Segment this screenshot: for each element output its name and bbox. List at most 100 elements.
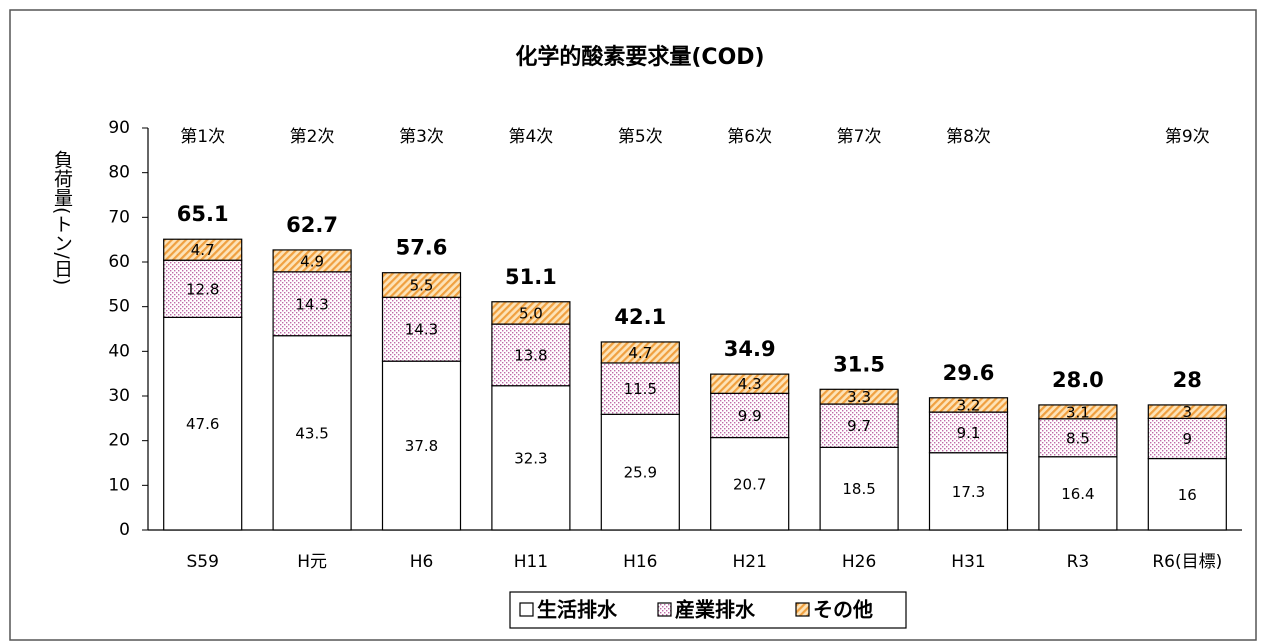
x-tick-label: H11 bbox=[514, 552, 548, 572]
legend-swatch bbox=[795, 602, 810, 617]
legend-swatch bbox=[657, 602, 672, 617]
segment-label: 12.8 bbox=[186, 280, 219, 298]
y-tick-label: 50 bbox=[108, 297, 130, 317]
segment-label: 3.1 bbox=[1066, 403, 1090, 421]
legend-label: その他 bbox=[813, 598, 873, 622]
total-label: 51.1 bbox=[505, 265, 557, 289]
total-label: 28.0 bbox=[1052, 368, 1104, 392]
segment-label: 25.9 bbox=[624, 464, 657, 482]
phase-label: 第4次 bbox=[508, 127, 553, 147]
total-label: 62.7 bbox=[286, 213, 338, 237]
bar-segment bbox=[491, 301, 571, 325]
x-tick-label: H26 bbox=[842, 552, 876, 572]
segment-label: 3.2 bbox=[957, 396, 981, 414]
bar-segment bbox=[272, 249, 352, 273]
segment-label: 20.7 bbox=[733, 475, 766, 493]
x-tick-label: H元 bbox=[297, 552, 327, 572]
total-label: 42.1 bbox=[614, 305, 666, 329]
total-label: 57.6 bbox=[396, 236, 448, 260]
bar-segment bbox=[1147, 404, 1227, 419]
segment-label: 5.5 bbox=[410, 277, 434, 295]
segment-label: 13.8 bbox=[514, 346, 547, 364]
segment-label: 4.7 bbox=[191, 241, 215, 259]
segment-label: 14.3 bbox=[295, 295, 328, 313]
y-tick-label: 80 bbox=[108, 163, 130, 183]
segment-label: 8.5 bbox=[1066, 429, 1090, 447]
segment-label: 9.9 bbox=[738, 407, 762, 425]
bar-segment bbox=[1147, 417, 1227, 460]
bar-segment bbox=[272, 335, 352, 531]
bar-segment bbox=[381, 272, 462, 298]
segment-label: 47.6 bbox=[186, 415, 219, 433]
bar-segment bbox=[928, 411, 1009, 454]
bar-segment bbox=[819, 446, 899, 531]
x-tick-label: H16 bbox=[623, 552, 657, 572]
legend-label: 産業排水 bbox=[675, 598, 756, 622]
y-tick-label: 40 bbox=[108, 341, 130, 361]
bar-segment bbox=[381, 296, 462, 362]
legend-label: 生活排水 bbox=[537, 598, 618, 622]
y-tick-label: 0 bbox=[119, 520, 130, 540]
legend-swatch bbox=[519, 602, 534, 617]
bar-segment bbox=[1038, 404, 1118, 420]
segment-label: 9 bbox=[1183, 430, 1193, 448]
segment-label: 9.7 bbox=[847, 417, 871, 435]
total-label: 29.6 bbox=[943, 361, 995, 385]
x-tick-label: H31 bbox=[951, 552, 985, 572]
segment-label: 18.5 bbox=[842, 480, 875, 498]
total-label: 65.1 bbox=[177, 202, 229, 226]
phase-label: 第2次 bbox=[290, 127, 335, 147]
phase-label: 第3次 bbox=[399, 127, 444, 147]
bar-segment bbox=[710, 373, 790, 394]
bar-segment bbox=[1147, 457, 1227, 531]
bar-segment bbox=[272, 271, 352, 337]
bar-segment bbox=[819, 403, 899, 448]
phase-label: 第7次 bbox=[837, 127, 882, 147]
segment-label: 32.3 bbox=[514, 449, 547, 467]
phase-label: 第8次 bbox=[946, 127, 991, 147]
y-tick-label: 20 bbox=[108, 431, 130, 451]
phase-label: 第6次 bbox=[727, 127, 772, 147]
segment-label: 9.1 bbox=[957, 424, 981, 442]
total-label: 31.5 bbox=[833, 352, 885, 376]
bar-segment bbox=[1038, 456, 1118, 531]
segment-label: 4.9 bbox=[300, 252, 324, 270]
total-label: 34.9 bbox=[724, 337, 776, 361]
y-tick-label: 70 bbox=[108, 207, 130, 227]
segment-label: 17.3 bbox=[952, 483, 985, 501]
y-tick-label: 60 bbox=[108, 252, 130, 272]
segment-label: 16 bbox=[1178, 486, 1197, 504]
y-tick-label: 10 bbox=[108, 475, 130, 495]
segment-label: 3 bbox=[1183, 403, 1193, 421]
x-tick-label: R6(目標) bbox=[1152, 552, 1222, 572]
bar-segment bbox=[600, 341, 680, 364]
phase-label: 第9次 bbox=[1165, 127, 1210, 147]
segment-label: 43.5 bbox=[295, 424, 328, 442]
bar-segment bbox=[491, 323, 571, 387]
bar-segment bbox=[928, 397, 1009, 413]
total-label: 28 bbox=[1173, 368, 1202, 392]
bar-segment bbox=[491, 385, 571, 531]
y-tick-label: 90 bbox=[108, 118, 130, 138]
segment-label: 4.7 bbox=[628, 344, 652, 362]
bar-segment bbox=[163, 238, 243, 261]
bar-segment bbox=[163, 316, 243, 531]
x-tick-label: H6 bbox=[410, 552, 434, 572]
phase-label: 第5次 bbox=[618, 127, 663, 147]
segment-label: 16.4 bbox=[1061, 485, 1094, 503]
segment-label: 3.3 bbox=[847, 388, 871, 406]
bar-segment bbox=[819, 388, 899, 405]
phase-label: 第1次 bbox=[180, 127, 225, 147]
chart-title: 化学的酸素要求量(COD) bbox=[515, 44, 764, 70]
y-axis-label: 負荷量(トン/日) bbox=[51, 150, 73, 286]
segment-label: 5.0 bbox=[519, 304, 543, 322]
x-tick-label: H21 bbox=[732, 552, 766, 572]
segment-label: 11.5 bbox=[624, 380, 657, 398]
legend-box bbox=[509, 591, 907, 629]
segment-label: 37.8 bbox=[405, 437, 438, 455]
bar-segment bbox=[710, 436, 790, 531]
x-tick-label: R3 bbox=[1067, 552, 1090, 572]
y-tick-label: 30 bbox=[108, 386, 130, 406]
segment-label: 4.3 bbox=[738, 375, 762, 393]
